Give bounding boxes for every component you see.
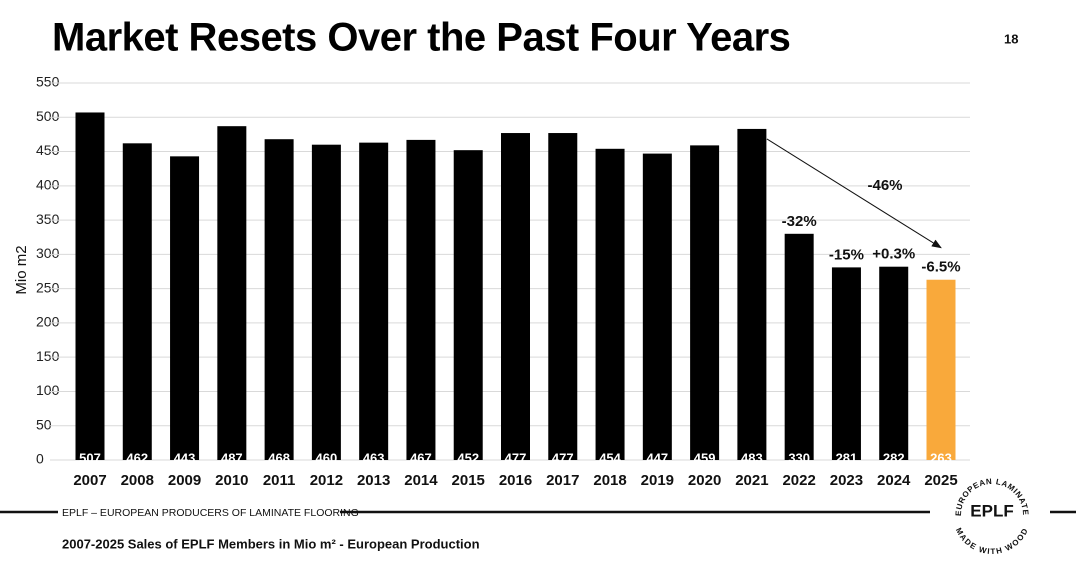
x-tick-label: 2009 <box>168 472 201 489</box>
bar <box>453 150 483 460</box>
x-tick-label: 2011 <box>263 472 296 489</box>
bar <box>784 233 814 460</box>
logo-name: EPLF <box>970 501 1013 520</box>
value-label: 281 <box>836 450 858 465</box>
bar <box>642 153 672 461</box>
y-tick-label: 300 <box>36 245 60 261</box>
bar <box>122 143 152 460</box>
x-tick-label: 2010 <box>215 472 248 489</box>
logo-bg <box>947 470 1037 560</box>
change-label: -6.5% <box>921 259 960 276</box>
y-tick-label: 50 <box>36 416 52 432</box>
value-label: 507 <box>79 450 101 465</box>
bar <box>926 279 956 460</box>
chart-title: Market Resets Over the Past Four Years <box>52 16 790 60</box>
y-tick-label: 350 <box>36 211 60 227</box>
x-tick-label: 2021 <box>735 472 768 489</box>
value-label: 477 <box>505 450 527 465</box>
value-label: 483 <box>741 450 763 465</box>
x-tick-label: 2022 <box>782 472 815 489</box>
x-tick-label: 2013 <box>357 472 390 489</box>
y-tick-label: 400 <box>36 177 60 193</box>
y-tick-label: 0 <box>36 451 44 467</box>
value-label: 459 <box>694 450 716 465</box>
x-tick-label: 2007 <box>73 472 106 489</box>
y-tick-label: 550 <box>36 74 60 90</box>
value-label: 463 <box>363 450 385 465</box>
x-tick-label: 2019 <box>641 472 674 489</box>
value-label: 477 <box>552 450 574 465</box>
bar <box>359 142 389 460</box>
x-tick-label: 2020 <box>688 472 721 489</box>
bar <box>217 126 247 460</box>
value-label: 467 <box>410 450 432 465</box>
x-tick-label: 2023 <box>830 472 863 489</box>
trend-arrow <box>766 138 942 249</box>
change-label: -32% <box>782 213 817 230</box>
value-label: 487 <box>221 450 243 465</box>
bar <box>879 266 909 460</box>
value-label: 452 <box>457 450 479 465</box>
trend-label: -46% <box>867 177 902 194</box>
footer-bg <box>58 503 340 521</box>
x-tick-label: 2012 <box>310 472 343 489</box>
x-tick-label: 2016 <box>499 472 532 489</box>
value-label: 462 <box>126 450 148 465</box>
x-tick-label: 2017 <box>546 472 579 489</box>
y-tick-label: 150 <box>36 348 60 364</box>
x-tick-label: 2025 <box>924 472 957 489</box>
bar <box>170 156 200 461</box>
bar <box>501 133 530 460</box>
y-tick-label: 100 <box>36 382 60 398</box>
value-label: 454 <box>599 450 621 465</box>
bar <box>75 112 105 460</box>
value-label: 282 <box>883 450 905 465</box>
bar <box>311 144 341 460</box>
bar <box>595 148 625 460</box>
y-axis-label: Mio m2 <box>13 245 30 294</box>
value-label: 460 <box>316 450 338 465</box>
bar <box>406 139 436 460</box>
x-tick-label: 2015 <box>452 472 485 489</box>
value-label: 263 <box>930 450 952 465</box>
y-tick-label: 450 <box>36 142 60 158</box>
y-tick-label: 500 <box>36 108 60 124</box>
value-label: 330 <box>788 450 810 465</box>
bar <box>737 128 767 460</box>
value-label: 468 <box>268 450 290 465</box>
logo: EUROPEAN LAMINATE MADE WITH WOOD EPLF <box>947 470 1037 560</box>
bar <box>690 145 720 461</box>
change-label: +0.3% <box>872 246 915 263</box>
x-tick-label: 2018 <box>593 472 626 489</box>
bar <box>264 139 294 460</box>
x-tick-label: 2014 <box>404 472 438 489</box>
y-tick-label: 250 <box>36 279 60 295</box>
value-label: 443 <box>174 450 196 465</box>
x-tick-label: 2008 <box>121 472 154 489</box>
bar <box>548 133 578 460</box>
caption: 2007-2025 Sales of EPLF Members in Mio m… <box>62 536 480 551</box>
page-number: 18 <box>1004 31 1018 46</box>
y-tick-label: 200 <box>36 314 60 330</box>
bar <box>831 267 861 460</box>
change-label: -15% <box>829 246 864 263</box>
value-label: 447 <box>646 450 668 465</box>
footer-text: EPLF – EUROPEAN PRODUCERS OF LAMINATE FL… <box>62 507 359 519</box>
x-tick-label: 2024 <box>877 472 911 489</box>
